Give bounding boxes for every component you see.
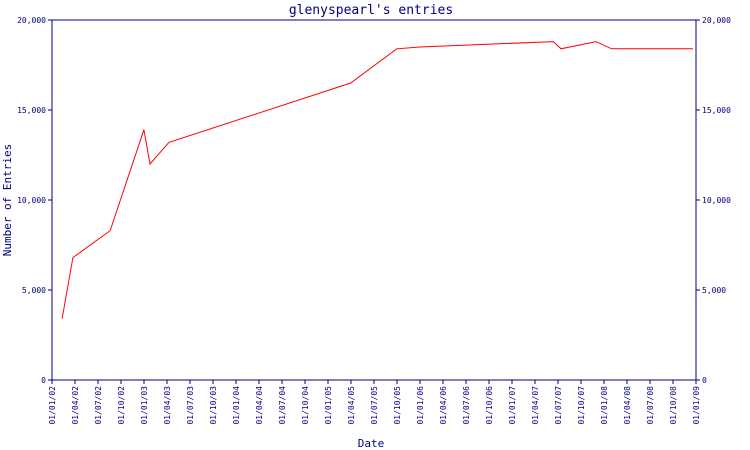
x-tick-label: 01/01/07 — [508, 386, 517, 425]
y-tick-right-label: 5,000 — [702, 286, 726, 295]
y-tick-right-label: 15,000 — [702, 106, 731, 115]
y-tick-left-label: 0 — [41, 376, 46, 385]
y-axis-label: Number of Entries — [1, 144, 14, 257]
x-tick-label: 01/01/08 — [600, 386, 609, 425]
x-tick-label: 01/01/06 — [416, 386, 425, 425]
x-tick-label: 01/10/04 — [301, 386, 310, 425]
x-tick-label: 01/10/05 — [393, 386, 402, 425]
x-tick-label: 01/10/03 — [209, 386, 218, 425]
x-tick-label: 01/07/02 — [94, 386, 103, 425]
x-tick-label: 01/01/03 — [140, 386, 149, 425]
x-tick-label: 01/01/05 — [324, 386, 333, 425]
x-tick-label: 01/04/08 — [623, 386, 632, 425]
x-tick-label: 01/07/03 — [186, 386, 195, 425]
x-axis: 01/01/02 01/04/02 01/07/02 01/10/02 01/01/03… — [48, 380, 701, 425]
y-tick-left-label: 10,000 — [17, 196, 46, 205]
x-tick-label: 01/10/02 — [117, 386, 126, 425]
series-line-entries — [61, 41, 693, 319]
y-tick-left-label: 15,000 — [17, 106, 46, 115]
y-axis-right: 0 5,000 10,000 15,000 20,000 — [696, 16, 731, 385]
x-tick-label: 01/04/07 — [531, 386, 540, 425]
x-tick-label: 01/04/05 — [347, 386, 356, 425]
x-axis-label: Date — [358, 437, 385, 450]
y-tick-right-label: 10,000 — [702, 196, 731, 205]
x-tick-label: 01/01/09 — [692, 386, 701, 425]
plot-frame — [51, 19, 697, 381]
x-tick-label: 01/10/08 — [669, 386, 678, 425]
x-tick-label: 01/07/08 — [646, 386, 655, 425]
x-tick-label: 01/10/06 — [485, 386, 494, 425]
x-tick-label: 01/01/02 — [48, 386, 57, 425]
x-tick-label: 01/10/07 — [577, 386, 586, 425]
chart-title: glenyspearl's entries — [289, 3, 453, 18]
y-axis-left: 0 5,000 10,000 15,000 20,000 — [17, 16, 52, 385]
x-tick-label: 01/01/04 — [232, 386, 241, 425]
x-tick-label: 01/04/02 — [71, 386, 80, 425]
y-tick-right-label: 20,000 — [702, 16, 731, 25]
x-tick-label: 01/07/07 — [554, 386, 563, 425]
x-tick-label: 01/07/06 — [462, 386, 471, 425]
y-tick-left-label: 20,000 — [17, 16, 46, 25]
y-tick-right-label: 0 — [702, 376, 707, 385]
x-tick-label: 01/07/05 — [370, 386, 379, 425]
x-tick-label: 01/04/03 — [163, 386, 172, 425]
x-tick-label: 01/04/06 — [439, 386, 448, 425]
x-tick-label: 01/04/04 — [255, 386, 264, 425]
y-tick-left-label: 5,000 — [22, 286, 46, 295]
x-tick-label: 01/07/04 — [278, 386, 287, 425]
